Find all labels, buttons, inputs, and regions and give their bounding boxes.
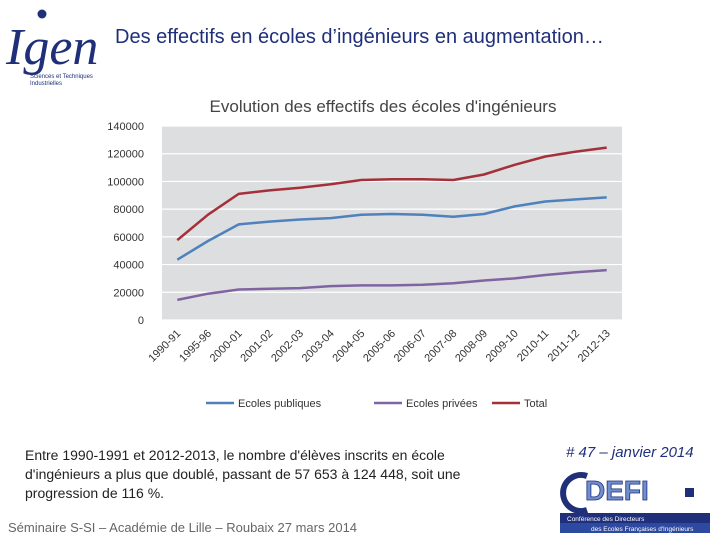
plot-area (162, 126, 622, 320)
chart-legend: Ecoles publiques Ecoles privées Total (206, 398, 547, 410)
defi-band-bottom (560, 523, 710, 533)
page-title: Des effectifs en écoles d’ingénieurs en … (115, 26, 604, 48)
y-tick-label: 100000 (107, 176, 144, 188)
defi-logo: DEFI Conférence des Directeurs des Ecole… (557, 466, 717, 536)
issue-number: # 47 – janvier 2014 (566, 444, 694, 461)
series-lines (176, 146, 607, 302)
chart-title: Evolution des effectifs des écoles d'ing… (210, 97, 557, 116)
footer-text: Séminaire S-SI – Académie de Lille – Rou… (8, 520, 358, 535)
gridlines (162, 125, 622, 321)
y-tick-label: 140000 (107, 121, 144, 133)
y-tick-label: 20000 (113, 287, 144, 299)
series-line-ecoles-publiques (176, 196, 607, 261)
legend-label: Total (524, 398, 547, 410)
chart-container: Evolution des effectifs des écoles d'ing… (92, 88, 630, 424)
legend-label: Ecoles privées (406, 398, 478, 410)
series-line-ecoles-privees (177, 268, 607, 302)
defi-square (685, 488, 694, 497)
igen-logo: Igen (2, 2, 107, 94)
y-tick-label: 60000 (113, 232, 144, 244)
igen-logo-mark: Igen (5, 9, 98, 76)
line-chart: Evolution des effectifs des écoles d'ing… (92, 88, 630, 424)
y-tick-label: 80000 (113, 204, 144, 216)
y-tick-label: 40000 (113, 260, 144, 272)
defi-band-top (560, 513, 710, 523)
defi-c-shape (560, 472, 588, 514)
defi-logo-graphic: DEFI Conférence des Directeurs des Ecole… (560, 472, 710, 533)
igen-logo-dot (37, 9, 47, 19)
defi-logo-text: DEFI (585, 475, 649, 506)
y-axis-ticks: 0 20000 40000 60000 80000 100000 120000 140000 (107, 121, 144, 327)
summary-text: Entre 1990-1991 et 2012-2013, le nombre … (25, 447, 461, 501)
defi-line-1: Conférence des Directeurs (567, 516, 645, 523)
igen-logo-text: Igen (5, 19, 98, 76)
series-line-total (176, 146, 607, 242)
y-tick-label: 0 (138, 315, 144, 327)
defi-line-2: des Ecoles Françaises d'Ingénieurs (591, 526, 694, 533)
igen-logo-subtitle: Sciences et Techniques Industrielles (30, 74, 93, 87)
legend-label: Ecoles publiques (238, 398, 322, 410)
y-tick-label: 120000 (107, 149, 144, 161)
